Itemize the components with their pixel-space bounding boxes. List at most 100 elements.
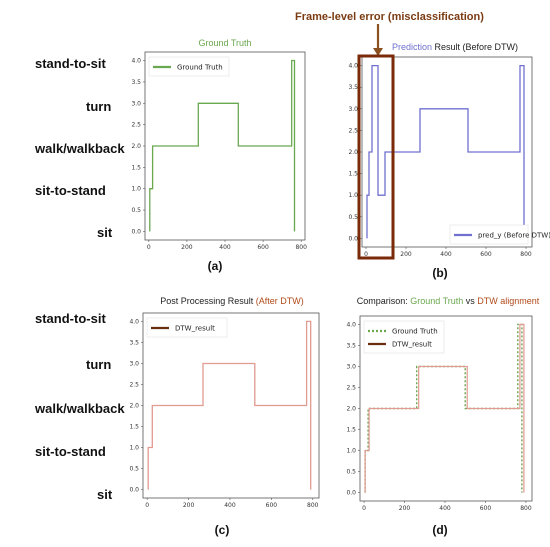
y-tick-label: 2.5 [346, 384, 356, 391]
y-tick-label: 3.5 [129, 339, 139, 346]
x-tick-label: 0 [147, 244, 151, 251]
y-tick-label: 1.5 [131, 164, 141, 171]
y-tick-label: 0.5 [348, 214, 358, 221]
chart-caption: (d) [432, 523, 447, 537]
y-tick-label: 4.0 [129, 318, 139, 325]
row-label-stand-to-sit-bottom: stand-to-sit [35, 311, 106, 326]
chart-caption: (a) [208, 259, 223, 273]
legend-box [146, 317, 228, 338]
chart-title: Prediction Result (Before DTW) [392, 42, 518, 52]
series-line-ground-truth [149, 59, 296, 232]
y-tick-label: 4.0 [346, 321, 356, 328]
y-tick-label: 0.5 [131, 207, 141, 214]
x-tick-label: 600 [257, 244, 269, 251]
row-label-sit-bottom: sit [97, 487, 113, 502]
y-tick-label: 0.0 [348, 235, 358, 242]
chart-caption: (c) [215, 523, 230, 537]
x-tick-label: 600 [480, 251, 492, 258]
chart-caption: (b) [432, 266, 447, 280]
row-label-walk-top: walk/walkback [34, 141, 125, 156]
y-tick-label: 2.5 [131, 122, 141, 129]
x-tick-label: 200 [400, 251, 412, 258]
y-tick-label: 3.5 [131, 79, 141, 86]
y-tick-label: 3.0 [131, 100, 141, 107]
x-tick-label: 200 [399, 505, 411, 512]
y-tick-label: 0.0 [131, 228, 141, 235]
y-tick-label: 3.5 [346, 342, 356, 349]
y-tick-label: 3.0 [129, 360, 139, 367]
y-tick-label: 1.0 [131, 186, 141, 193]
y-tick-label: 0.0 [346, 490, 356, 497]
misclassification-box [357, 54, 395, 260]
x-tick-label: 200 [183, 502, 195, 509]
y-tick-label: 1.0 [346, 448, 356, 455]
chart-title-part: Ground Truth [198, 38, 251, 48]
y-tick-label: 3.0 [346, 363, 356, 370]
series-line-pred-y-before-dtw- [366, 64, 525, 239]
chart-title-part: Ground Truth [410, 296, 463, 306]
chart-title: Ground Truth [198, 38, 251, 48]
legend-entry: DTW_result [175, 325, 215, 333]
row-label-sit-to-stand-bottom: sit-to-stand [35, 444, 106, 459]
chart-panel-b: Prediction Result (Before DTW) 0 200 400 600… [348, 42, 550, 280]
x-tick-label: 0 [364, 251, 368, 258]
annotation-arrow [373, 24, 383, 56]
row-label-sit-to-stand-top: sit-to-stand [35, 183, 106, 198]
legend-entry: pred_y (Before DTW) [478, 232, 550, 240]
series-line-dtw-result [364, 323, 525, 493]
x-tick-label: 400 [224, 502, 236, 509]
x-tick-label: 400 [439, 505, 451, 512]
legend-entry: Ground Truth [177, 64, 223, 72]
x-tick-label: 800 [520, 505, 532, 512]
chart-title-part: (After DTW) [256, 296, 304, 306]
chart-title: Comparison: Ground Truth vs DTW alignmen… [357, 296, 540, 306]
y-tick-label: 2.0 [348, 149, 358, 156]
chart-panel-c: Post Processing Result (After DTW) 0 200 40… [129, 296, 320, 537]
legend-box [148, 56, 230, 77]
series-line-dtw-result [147, 320, 312, 490]
y-tick-label: 0.5 [129, 466, 139, 473]
chart-title-part: Prediction [392, 42, 432, 52]
row-label-walk-bottom: walk/walkback [34, 401, 125, 416]
y-tick-label: 2.0 [129, 403, 139, 410]
charts-group: Ground Truth 0 200 400 600 800 0.0 0.5 1.0 1.5 2.0… [129, 38, 550, 537]
y-tick-label: 2.5 [129, 381, 139, 388]
legend-entry: Ground Truth [392, 328, 438, 336]
chart-title-part: DTW alignment [477, 296, 540, 306]
x-tick-label: 0 [362, 505, 366, 512]
y-tick-label: 1.0 [129, 445, 139, 452]
chart-title-part: Result (Before DTW) [432, 42, 518, 52]
chart-title-part: vs [463, 296, 477, 306]
error-highlight-rect [357, 54, 395, 260]
x-tick-label: 600 [480, 505, 492, 512]
row-label-stand-to-sit-top: stand-to-sit [35, 56, 106, 71]
y-tick-label: 1.0 [348, 192, 358, 199]
y-tick-label: 1.5 [348, 171, 358, 178]
chart-title: Post Processing Result (After DTW) [160, 296, 304, 306]
x-tick-label: 800 [295, 244, 307, 251]
row-label-turn-bottom: turn [86, 357, 111, 372]
y-tick-label: 3.0 [348, 106, 358, 113]
y-tick-label: 1.5 [346, 427, 356, 434]
y-tick-label: 2.0 [131, 143, 141, 150]
row-labels-top: stand-to-sit turn walk/walkback sit-to-s… [34, 56, 125, 240]
row-label-sit-top: sit [97, 225, 113, 240]
annotation-text: Frame-level error (misclassification) [295, 11, 484, 23]
x-tick-label: 400 [219, 244, 231, 251]
y-tick-label: 0.0 [129, 487, 139, 494]
chart-panel-a: Ground Truth 0 200 400 600 800 0.0 0.5 1.0 1.5 2.0… [131, 38, 307, 273]
y-tick-label: 2.0 [346, 406, 356, 413]
legend-box [449, 224, 529, 245]
y-tick-label: 0.5 [346, 469, 356, 476]
y-tick-label: 4.0 [348, 63, 358, 70]
x-tick-label: 400 [440, 251, 452, 258]
x-tick-label: 600 [266, 502, 278, 509]
y-tick-label: 2.5 [348, 127, 358, 134]
x-tick-label: 0 [145, 502, 149, 509]
y-tick-label: 3.5 [348, 84, 358, 91]
x-tick-label: 200 [181, 244, 193, 251]
legend-entry: DTW_result [392, 341, 432, 349]
y-tick-label: 1.5 [129, 424, 139, 431]
x-tick-label: 800 [307, 502, 319, 509]
